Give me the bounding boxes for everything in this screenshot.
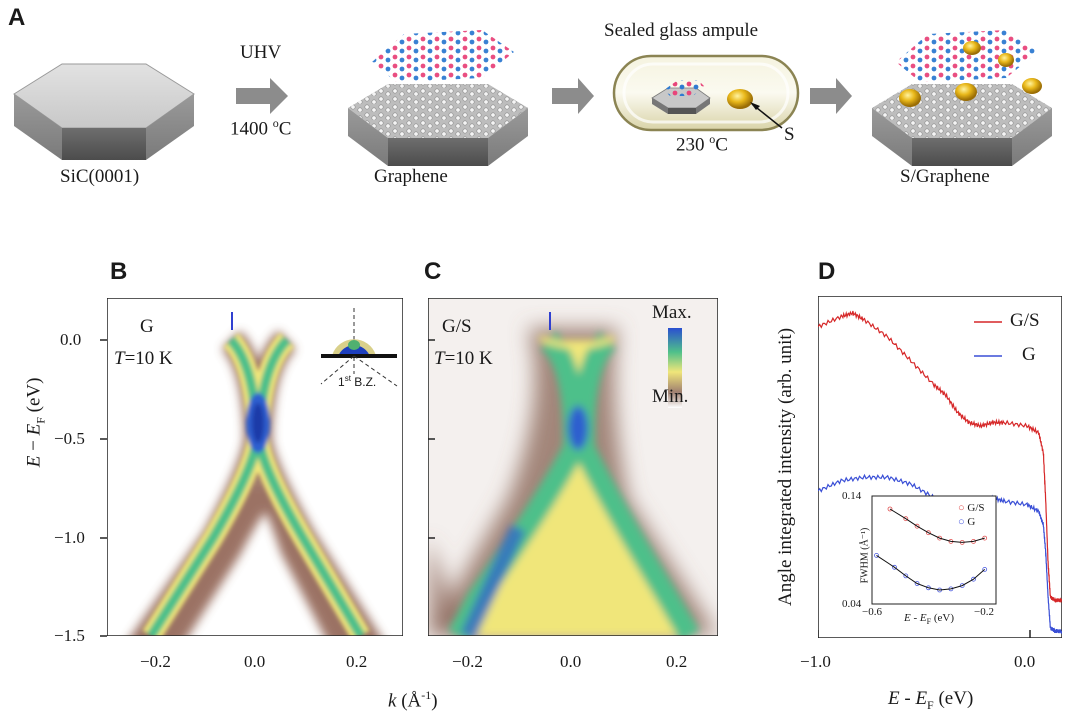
y-tick-0: 0.0 [60,330,82,349]
inset-point-g [914,581,920,586]
panel-c-temperature: T=10 K [434,348,493,369]
bz-inset [320,308,398,387]
panel-a-schematic [13,30,1052,166]
panel-d-x-label: E - EF (eV) [888,688,974,712]
arpes-x-label: k (Å-1) [388,688,438,712]
colorbar [668,328,682,408]
inset-y-tick-top: 0.14 [842,490,862,502]
c-x-tick-2: 0.2 [666,652,688,671]
inset-point-g-s [887,506,893,512]
y-tick-3: −1.5 [54,626,85,645]
series-line-g-s [818,310,1062,603]
inset-point-g-s [903,516,909,522]
legend-label-gs: G/S [1010,310,1040,331]
inset-point-g [959,583,965,589]
process-arrow-3 [810,78,852,114]
inset-x-tick-left: −0.6 [862,606,882,618]
inset-point-g [903,573,909,579]
fwhm-inset [871,495,997,605]
panel-c-sample: G/S [442,316,472,337]
bz-inset-label: 1st B.Z. [338,374,377,389]
panel-b-letter: B [110,258,128,285]
inset-point-g-s [937,535,942,541]
inset-point-g-s [914,523,920,529]
b-x-tick-1: 0.0 [244,652,266,671]
panel-c-letter: C [424,258,442,285]
b-x-tick-2: 0.2 [346,652,368,671]
legend-label-g: G [1022,344,1036,365]
arpes-y-label: E − EF (eV) [23,377,48,468]
inset-fit-g [876,554,986,591]
arpes-map-graphene-sulfur [428,298,718,636]
s-graphene-label: S/Graphene [900,166,990,187]
inset-legend-g: ○ G [958,516,976,528]
inset-fit-g-s [889,508,985,543]
inset-legend-gs: ○ G/S [958,502,985,514]
graphene-sample [348,30,528,166]
arpes-map-graphene [107,298,403,636]
d-x-tick-1: 0.0 [1014,652,1036,671]
b-x-tick-0: −0.2 [140,652,171,671]
panel-b-sample: G [140,316,154,337]
inset-point-g-s [982,535,988,541]
panel-b-temperature: T=10 K [114,348,173,369]
s-graphene-sample [872,30,1052,166]
y-tick-1: −0.5 [54,429,85,448]
c-x-tick-0: −0.2 [452,652,483,671]
c-x-tick-1: 0.0 [560,652,582,671]
inset-x-tick-right: −0.2 [974,606,994,618]
inset-point-g-s [926,530,931,536]
process-arrow-2 [552,78,594,114]
sic-substrate [13,63,195,160]
colorbar-max-label: Max. [652,302,692,323]
inset-y-label: FWHM (Å⁻¹) [859,527,871,584]
inset-point-g [982,566,988,572]
inset-point-g [971,576,976,582]
panel-d-letter: D [818,258,836,285]
d-x-tick-0: −1.0 [800,652,831,671]
inset-y-tick-bottom: 0.04 [842,598,862,610]
panel-d-y-label: Angle integrated intensity (arb. unit) [775,327,796,607]
sulfur-label: S [784,124,795,145]
panel-a-letter: A [8,4,26,31]
ampule-temp-label: 230 oC [676,132,728,156]
anneal-temp-label: 1400 oC [230,116,292,140]
glass-ampule [612,54,800,132]
inset-point-g [874,552,879,558]
sic-label: SiC(0001) [60,166,140,187]
panel-b-axes [100,339,107,637]
y-tick-2: −1.0 [54,528,85,547]
graphene-label: Graphene [374,166,448,187]
uhv-label: UHV [240,42,282,63]
intensity-plot [818,296,1062,638]
inset-x-label: E - EF (eV) [904,612,954,627]
ampule-title: Sealed glass ampule [604,20,759,41]
colorbar-min-label: Min. [652,386,689,407]
process-arrow-1 [236,78,288,114]
inset-point-g [892,564,897,570]
panel-c-axes [428,339,435,539]
